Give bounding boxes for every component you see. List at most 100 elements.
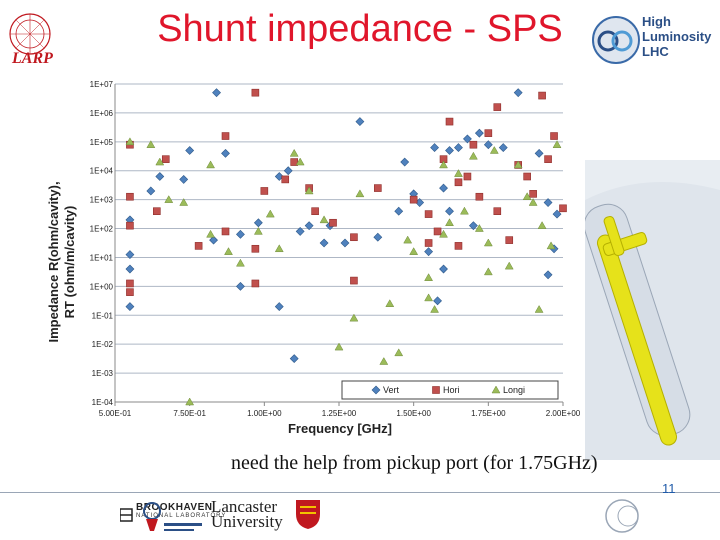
point-longi <box>385 299 395 307</box>
shunt-impedance-chart: 1E-04 1E-03 1E-02 1E-01 1E+00 1E+01 1E+02 1E+03… <box>46 80 581 436</box>
point-longi <box>334 342 344 351</box>
x-tick-label: 1.75E+00 <box>471 409 506 418</box>
point-hori <box>550 132 558 140</box>
point-longi <box>513 160 523 169</box>
lancaster-line-1: Lancaster <box>211 497 278 516</box>
y-axis-label-line-1: Impedance R(ohm/cavity), <box>46 181 61 342</box>
hl-lhc-emblem-icon <box>592 16 640 64</box>
point-hori <box>350 276 358 285</box>
point-longi <box>528 198 538 206</box>
point-vert <box>543 270 553 280</box>
series-longi <box>125 137 562 406</box>
hl-lhc-text: High Luminosity LHC <box>642 14 711 59</box>
point-vert <box>179 174 189 184</box>
point-vert <box>445 206 454 216</box>
crab-cavity-illustration <box>585 160 720 460</box>
point-longi <box>439 229 448 238</box>
point-vert <box>295 227 305 236</box>
lancaster-line-2: University <box>211 512 283 531</box>
point-hori <box>538 91 546 100</box>
point-hori <box>424 210 433 218</box>
point-vert <box>146 186 156 196</box>
point-vert <box>400 157 410 167</box>
point-longi <box>155 157 165 166</box>
point-hori <box>153 207 161 215</box>
point-longi <box>474 224 484 232</box>
point-vert <box>274 302 284 312</box>
point-longi <box>504 261 514 270</box>
point-longi <box>394 348 404 357</box>
point-longi <box>179 198 189 206</box>
chart-grid <box>114 83 564 406</box>
point-hori <box>475 192 484 201</box>
point-hori <box>126 192 134 201</box>
point-longi <box>489 145 499 154</box>
point-longi <box>146 140 156 148</box>
point-longi <box>295 157 305 166</box>
point-hori <box>251 244 260 253</box>
y-tick-label: 1E-03 <box>92 369 114 378</box>
point-hori <box>260 187 269 195</box>
point-longi <box>546 241 556 250</box>
point-vert <box>543 198 553 207</box>
legend-box <box>341 380 559 400</box>
point-vert <box>439 264 448 274</box>
point-vert <box>394 206 404 216</box>
point-longi <box>319 215 329 224</box>
point-longi <box>537 221 547 229</box>
point-longi <box>454 169 463 177</box>
x-tick-label: 2.00E+00 <box>546 409 581 418</box>
cockcroft-institute-logo <box>143 502 202 531</box>
data-points <box>125 88 567 406</box>
y-axis-label-line-2: RT (ohm/m/cavity) <box>62 206 77 319</box>
point-vert <box>552 209 562 219</box>
point-vert <box>125 264 135 274</box>
point-vert <box>125 302 135 312</box>
point-longi <box>552 140 562 148</box>
point-hori <box>329 218 337 227</box>
footer-divider <box>0 492 720 493</box>
legend-marker-vert <box>371 385 381 395</box>
point-longi <box>483 238 493 247</box>
y-tick-label: 1E-04 <box>92 398 114 407</box>
point-vert <box>155 172 165 181</box>
point-vert <box>283 166 293 176</box>
legend-label-longi: Longi <box>503 385 525 395</box>
point-vert <box>340 238 350 248</box>
page-number: 11 <box>662 481 676 496</box>
point-vert <box>253 218 263 228</box>
point-longi <box>424 273 434 281</box>
point-longi <box>349 313 359 322</box>
point-vert <box>289 354 299 364</box>
point-hori <box>544 155 552 163</box>
point-vert <box>439 183 448 193</box>
x-tick-label: 7.50E-01 <box>173 409 206 418</box>
point-hori <box>424 239 433 247</box>
point-vert <box>513 88 523 98</box>
y-tick-label: 1E+01 <box>90 253 114 262</box>
point-hori <box>311 207 319 215</box>
y-tick-label: 1E+03 <box>90 196 114 205</box>
point-hori <box>433 227 442 236</box>
point-vert <box>236 281 245 291</box>
point-hori <box>409 195 418 204</box>
point-hori <box>281 175 290 184</box>
point-longi <box>236 258 245 267</box>
point-vert <box>274 172 284 181</box>
point-longi <box>206 229 216 238</box>
point-vert <box>463 134 472 144</box>
legend-marker-hori <box>432 386 440 394</box>
point-vert <box>468 221 478 231</box>
point-vert <box>454 143 463 153</box>
x-tick-label: 1.50E+00 <box>396 409 431 418</box>
point-longi <box>253 226 263 235</box>
legend-marker-longi <box>491 385 501 394</box>
hl-line-3: LHC <box>642 44 669 59</box>
point-longi <box>304 186 314 195</box>
chart-legend: Vert Hori Longi <box>341 380 559 400</box>
y-tick-labels: 1E-04 1E-03 1E-02 1E-01 1E+00 1E+01 1E+02 1E+03… <box>90 80 114 407</box>
y-tick-label: 1E+07 <box>90 80 114 89</box>
point-longi <box>125 137 135 146</box>
point-hori <box>505 236 514 244</box>
point-longi <box>164 195 174 203</box>
